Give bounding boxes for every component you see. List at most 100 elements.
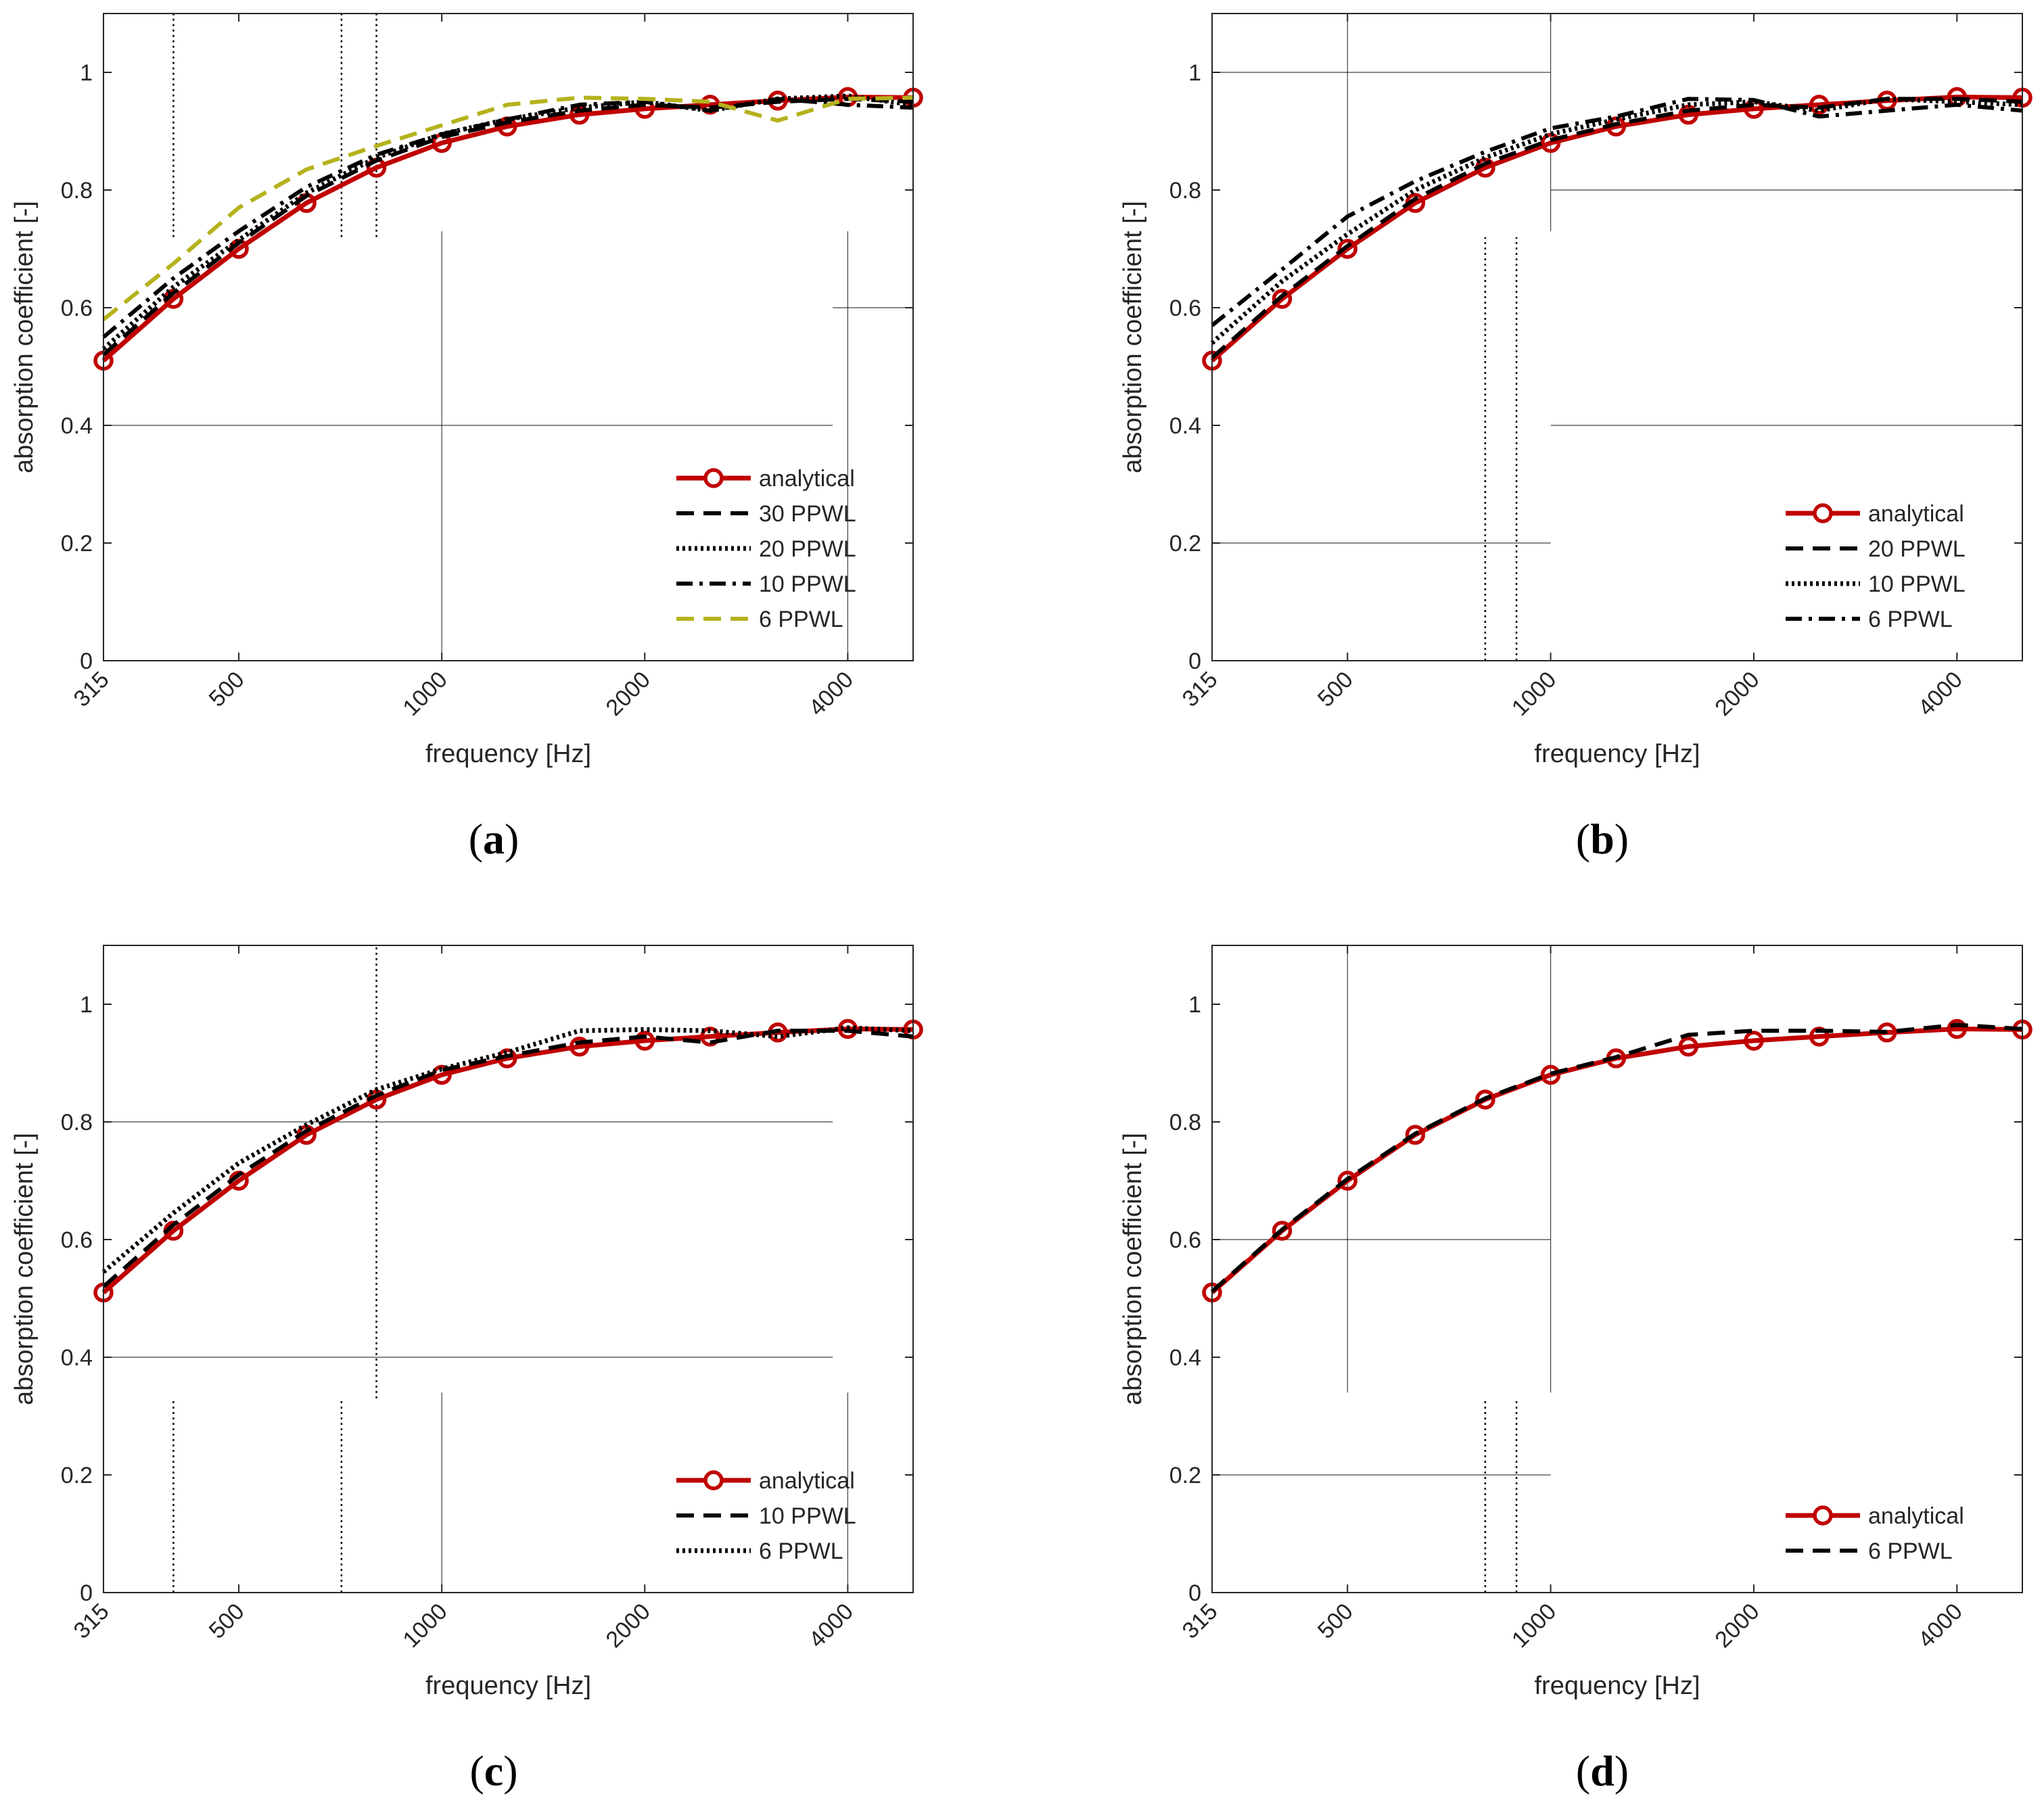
data-point-analytical [1272,1221,1293,1241]
y-tick-label: 0.6 [61,296,93,321]
panel-c-label-open: ( [469,1747,484,1795]
y-tick-label: 0.2 [1169,1463,1201,1488]
x-axis-label: frequency [Hz] [425,1672,591,1700]
axes-box [103,13,914,661]
legend-label: 6 PPWL [1868,607,1953,632]
y-tick-label: 0.6 [1169,1227,1201,1253]
axes-box [1211,13,2023,661]
y-tick-label: 0.4 [61,413,93,439]
x-axis-label: frequency [Hz] [1535,740,1700,768]
legend-marker-analytical [1813,1505,1833,1526]
y-tick-label: 0.2 [61,1463,93,1488]
y-tick-label: 0.6 [61,1227,93,1253]
y-tick-label: 0.6 [1169,296,1201,321]
data-point-analytical [1540,133,1561,154]
panel-c-caption: (c) [469,1747,517,1795]
panel-b-label-letter: b [1590,815,1615,863]
legend-label: 6 PPWL [1868,1538,1953,1564]
panel-c-label-close: ) [503,1747,517,1795]
panel-d-label-letter: d [1590,1747,1615,1795]
panel-c-label-letter: c [484,1747,503,1795]
series-line-10-ppwl [102,97,914,339]
data-point-analytical [569,1036,590,1057]
data-point-analytical [1475,1089,1495,1110]
y-axis-label: absorption coefficient [-] [1119,1133,1147,1405]
x-axis-label: frequency [Hz] [425,740,591,768]
data-point-analytical [1272,289,1293,309]
legend-label: analytical [1868,1503,1964,1529]
axes-box [103,945,914,1593]
panel-d-label-open: ( [1576,1747,1590,1795]
y-tick-label: 0.4 [1169,413,1201,439]
y-tick-label: 0.8 [61,1110,93,1135]
grid-lines [103,945,848,1593]
y-tick-label: 0.2 [61,531,93,557]
data-point-analytical [1744,1031,1764,1051]
panel-a-caption: (a) [469,815,519,863]
svg-text:(b): (b) [1576,815,1629,863]
y-tick-label: 0 [80,1580,93,1606]
y-axis: 0 0.2 0.4 0.6 0.8 1 [1169,60,2022,674]
series-line-6-ppwl [1211,97,2023,327]
legend-label: 10 PPWL [759,571,856,597]
series-line-6-ppwl [1211,1022,2023,1293]
data-point-analytical [1337,239,1357,259]
y-tick-label: 1 [1188,60,1201,86]
y-tick-label: 0.4 [61,1345,93,1371]
plot-area [1212,14,2022,661]
plot-area [103,945,913,1593]
panel-b-label-close: ) [1615,815,1629,863]
svg-text:(c): (c) [469,1747,517,1795]
data-point-analytical [1678,1036,1698,1057]
series-line-10-ppwl [102,1029,914,1288]
legend-label: analytical [759,466,855,492]
data-point-analytical [634,1031,655,1051]
panel-a-label-close: ) [505,815,519,863]
legend-label: 20 PPWL [1868,536,1966,562]
panel-b-caption: (b) [1576,815,1629,863]
x-axis-label: frequency [Hz] [1535,1672,1700,1700]
series-group [1202,1018,2033,1303]
y-axis: 0 0.2 0.4 0.6 0.8 1 [1169,992,2022,1606]
data-point-analytical [1337,1171,1357,1191]
grid-lines [1212,14,2022,661]
plot-area [103,14,913,661]
series-line-6-ppwl [102,95,914,321]
plot-area [1212,945,2022,1593]
y-tick-label: 0.8 [1169,1110,1201,1135]
y-tick-label: 0.2 [1169,531,1201,557]
data-point-analytical [1947,1018,1968,1039]
y-axis: 0 0.2 0.4 0.6 0.8 1 [61,992,913,1606]
legend-marker-analytical [1813,503,1833,523]
y-axis: 0 0.2 0.4 0.6 0.8 1 [61,60,913,674]
y-tick-label: 1 [1188,992,1201,1018]
panel-d-label-close: ) [1615,1747,1629,1795]
legend-marker-analytical [703,468,724,488]
panel-b-label-open: ( [1576,815,1590,863]
svg-text:(d): (d) [1576,1747,1629,1795]
y-tick-label: 0 [1188,1580,1201,1606]
panel-a-label-open: ( [469,815,483,863]
legend-label: 6 PPWL [759,607,843,632]
data-point-analytical [1809,1027,1830,1047]
y-tick-label: 0 [1188,649,1201,674]
series-group [93,1018,923,1303]
series-group [1202,87,2033,371]
data-point-analytical [1540,1064,1561,1085]
legend-label: analytical [759,1468,855,1494]
legend-label: 30 PPWL [759,501,856,527]
legend-label: analytical [1868,501,1964,527]
legend-label: 6 PPWL [759,1538,843,1564]
y-axis-label: absorption coefficient [-] [1119,201,1147,473]
legend: analytical 10 PPWL 6 PPWL [676,1468,856,1564]
data-point-analytical [837,1018,858,1039]
legend: analytical 20 PPWL 10 PPWL 6 PPWL [1786,501,1966,632]
series-group [93,87,923,371]
legend-label: 10 PPWL [759,1503,856,1529]
